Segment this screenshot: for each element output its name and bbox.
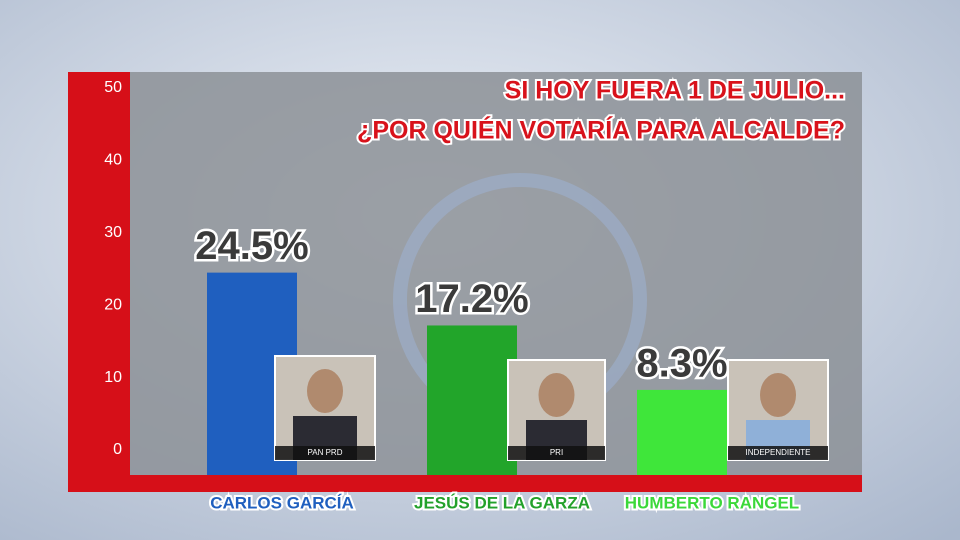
x-tick-label: HUMBERTO RANGEL xyxy=(625,493,799,512)
photo-head xyxy=(307,369,343,413)
photo-caption: INDEPENDIENTE xyxy=(746,448,811,457)
photo-caption-bg xyxy=(728,446,828,460)
photo-head xyxy=(538,373,575,417)
y-tick-label: 0 xyxy=(113,441,122,458)
x-tick-label: CARLOS GARCÍA xyxy=(210,493,354,512)
chart-title: SI HOY FUERA 1 DE JULIO... xyxy=(505,77,845,105)
bar xyxy=(427,325,517,475)
y-tick-label: 10 xyxy=(104,369,122,386)
photo-caption-bg xyxy=(508,446,605,460)
x-axis-band xyxy=(68,475,862,492)
value-label: 8.3% xyxy=(636,341,727,385)
photo-caption: PAN PRD xyxy=(308,448,343,457)
y-tick-label: 50 xyxy=(104,79,122,96)
value-label: 24.5% xyxy=(195,224,308,268)
photo-caption: PRI xyxy=(550,448,563,457)
y-tick-label: 40 xyxy=(104,152,122,169)
photo-head xyxy=(760,373,796,417)
value-label: 17.2% xyxy=(415,277,528,321)
y-tick-label: 20 xyxy=(104,296,122,313)
y-axis-band xyxy=(68,72,130,492)
x-tick-label: JESÚS DE LA GARZA xyxy=(414,493,590,512)
photo-caption-bg xyxy=(275,446,375,460)
y-tick-label: 30 xyxy=(104,224,122,241)
bar xyxy=(637,389,727,475)
chart-subtitle: ¿POR QUIÉN VOTARÍA PARA ALCALDE? xyxy=(357,116,845,145)
